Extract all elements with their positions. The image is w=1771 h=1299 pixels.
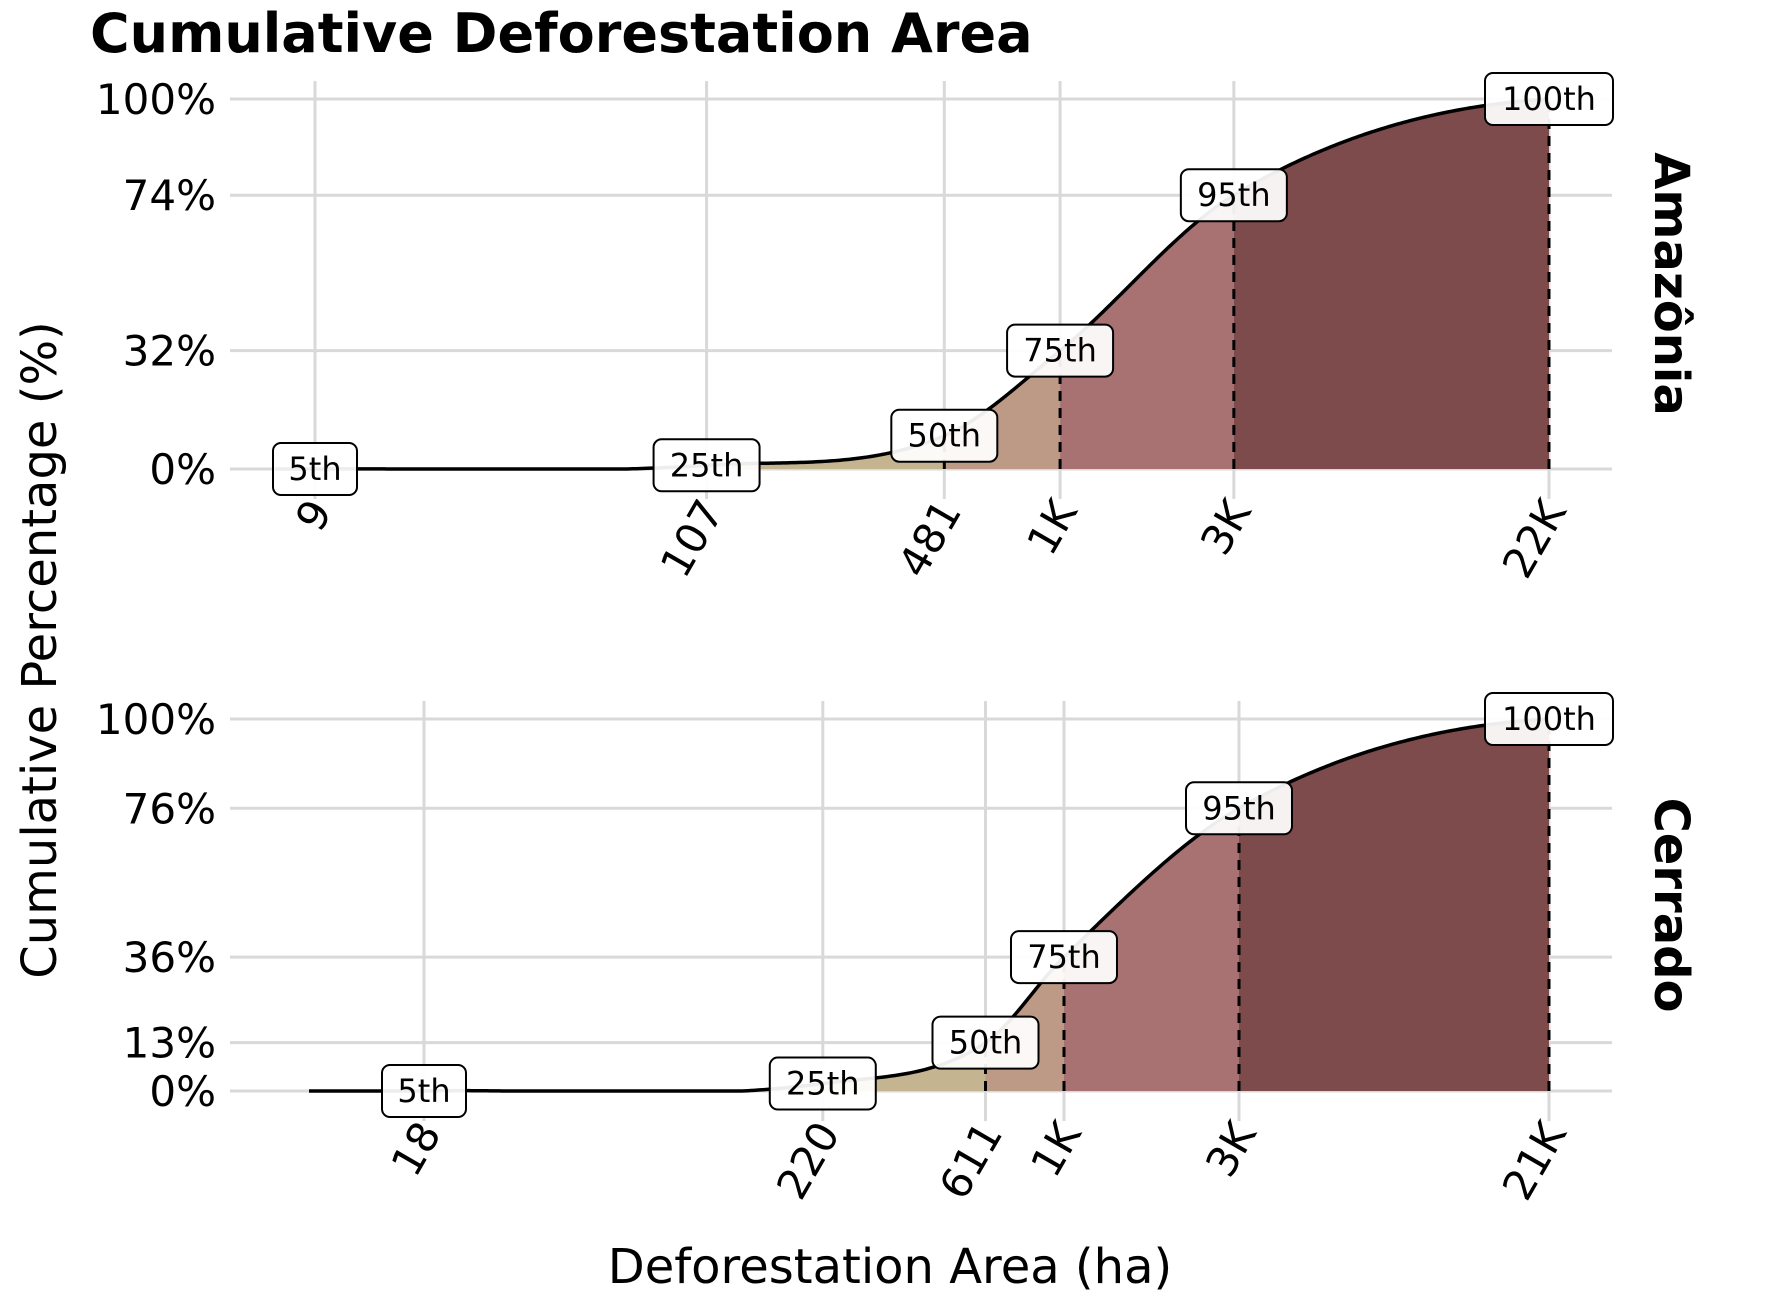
facet-strip-label: Amazônia (1643, 152, 1699, 415)
percentile-label-100th: 100th (1484, 72, 1614, 126)
percentile-label-box (931, 1015, 1040, 1070)
y-tick-label: 0% (149, 1067, 216, 1116)
percentile-label-text: 100th (1502, 80, 1596, 118)
x-tick-label: 481 (888, 492, 971, 586)
y-tick-label: 0% (149, 445, 216, 494)
percentile-label-25th: 25th (768, 1056, 877, 1111)
percentile-band-25th-50th (706, 435, 945, 469)
y-tick-label: 74% (123, 171, 216, 220)
percentile-label-box (890, 408, 999, 463)
percentile-label-text: 25th (786, 1065, 860, 1103)
x-tick-label: 21K (1493, 1112, 1577, 1208)
y-tick-label: 100% (96, 695, 216, 744)
percentile-label-95th: 95th (1179, 168, 1288, 223)
percentile-label-50th: 50th (890, 408, 999, 463)
facet-strip-label: Cerrado (1643, 798, 1699, 1013)
percentile-label-75th: 75th (1009, 930, 1118, 985)
percentile-label-text: 75th (1023, 332, 1097, 370)
percentile-label-text: 5th (288, 450, 341, 488)
percentile-label-box (1009, 930, 1118, 985)
percentile-band-25th-50th (822, 1042, 986, 1091)
percentile-label-100th: 100th (1484, 692, 1614, 746)
percentile-label-text: 5th (397, 1072, 450, 1110)
percentile-label-text: 25th (670, 446, 744, 484)
percentile-label-box (1179, 168, 1288, 223)
x-tick-label: 1K (1021, 1112, 1091, 1185)
x-tick-label: 22K (1493, 490, 1577, 586)
percentile-label-box (1484, 72, 1614, 126)
percentile-label-box (652, 438, 761, 493)
x-tick-label: 3K (1196, 1112, 1266, 1185)
percentile-label-box (1484, 692, 1614, 746)
percentile-label-text: 95th (1197, 176, 1271, 214)
x-tick-label: 3K (1191, 490, 1261, 563)
percentile-label-text: 75th (1027, 938, 1101, 976)
x-tick-label: 107 (651, 492, 734, 586)
percentile-label-box (381, 1064, 467, 1118)
percentile-label-box (768, 1056, 877, 1111)
percentile-label-box (272, 442, 358, 496)
y-tick-label: 32% (123, 327, 216, 376)
percentile-band-95th-100th (1233, 99, 1549, 469)
x-tick-label: 220 (767, 1114, 850, 1208)
y-axis-title: Cumulative Percentage (%) (12, 321, 68, 979)
percentile-band-75th-95th (1063, 808, 1240, 1091)
panel-cerrado: 0%13% 36% 76% 100% 18 220 611 1K 3K 21K 5th 25th 50t… (96, 692, 1699, 1208)
percentile-label-25th: 25th (652, 438, 761, 493)
percentile-label-5th: 5th (272, 442, 358, 496)
percentile-band-75th-95th (1060, 195, 1234, 469)
percentile-label-text: 50th (949, 1024, 1023, 1062)
percentile-label-50th: 50th (931, 1015, 1040, 1070)
y-tick-label: 100% (96, 75, 216, 124)
percentile-label-75th: 75th (1006, 323, 1115, 378)
x-tick-label: 18 (381, 1114, 450, 1185)
x-axis-title: Deforestation Area (ha) (608, 1239, 1172, 1295)
percentile-label-text: 50th (908, 417, 982, 455)
y-tick-label: 76% (123, 784, 216, 833)
percentile-label-box (1006, 323, 1115, 378)
y-tick-label: 13% (123, 1019, 216, 1068)
x-tick-label: 1K (1017, 490, 1087, 563)
percentile-label-text: 100th (1502, 700, 1596, 738)
percentile-label-5th: 5th (381, 1064, 467, 1118)
chart-title: Cumulative Deforestation Area (90, 2, 1033, 65)
percentile-label-box (1185, 781, 1294, 836)
percentile-band-95th-100th (1239, 719, 1549, 1091)
percentile-label-95th: 95th (1185, 781, 1294, 836)
y-tick-label: 36% (123, 933, 216, 982)
percentile-label-text: 95th (1202, 789, 1276, 827)
x-tick-label: 611 (930, 1114, 1013, 1208)
